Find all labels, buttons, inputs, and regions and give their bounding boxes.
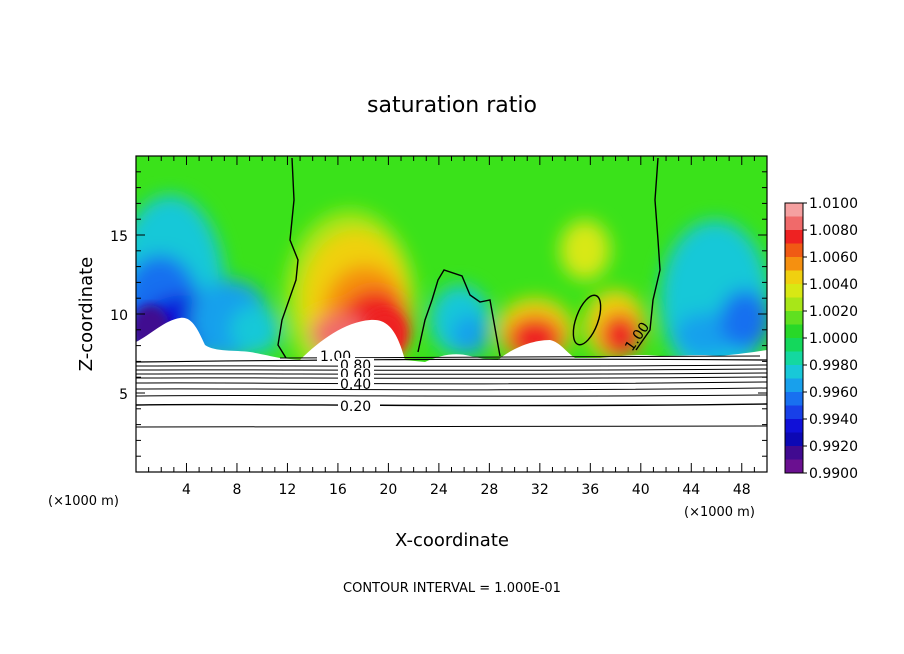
- colorbar-label: 1.0060: [809, 250, 858, 266]
- colorbar-label: 0.9900: [809, 466, 858, 482]
- colorbar-swatch: [785, 338, 803, 352]
- x-tick-label: 12: [279, 482, 297, 498]
- colorbar-swatch: [785, 419, 803, 433]
- x-unit-label-left: (×1000 m): [48, 494, 119, 509]
- x-tick-label: 8: [232, 482, 241, 498]
- colorbar-swatch: [785, 324, 803, 339]
- x-tick-label: 20: [379, 482, 397, 498]
- colorbar-label: 1.0040: [809, 277, 858, 293]
- contour-interval-note: CONTOUR INTERVAL = 1.000E-01: [343, 581, 561, 596]
- colorbar-label: 1.0100: [809, 196, 858, 212]
- colorbar-swatch: [785, 459, 803, 474]
- colorbar-swatch: [785, 230, 803, 244]
- colorbar-swatch: [785, 378, 803, 393]
- colorbar-swatch: [785, 432, 803, 447]
- colorbar-label: 0.9960: [809, 385, 858, 401]
- chart-title: saturation ratio: [367, 93, 537, 118]
- colorbar-label: 0.9980: [809, 358, 858, 374]
- x-tick-label: 4: [182, 482, 191, 498]
- y-tick-label: 10: [110, 308, 128, 324]
- colorbar-label: 1.0020: [809, 304, 858, 320]
- y-axis-label: Z-coordinate: [76, 257, 97, 372]
- colorbar-label: 1.0080: [809, 223, 858, 239]
- x-tick-label: 32: [531, 482, 549, 498]
- colorbar-swatch: [785, 365, 803, 379]
- colorbar-swatch: [785, 257, 803, 271]
- colorbar-swatch: [785, 243, 803, 258]
- x-axis-label: X-coordinate: [395, 530, 509, 551]
- colorbar-swatch: [785, 270, 803, 285]
- colorbar-swatch: [785, 203, 803, 217]
- colorbar-label: 0.9920: [809, 439, 858, 455]
- x-tick-label: 24: [430, 482, 448, 498]
- contour-label: 0.40: [340, 377, 371, 393]
- x-tick-label: 44: [682, 482, 700, 498]
- colorbar: 1.0100 1.0080 1.0060 1.0040 1.0020 1.0000 0.99…: [784, 196, 858, 482]
- colorbar-swatch: [785, 351, 803, 366]
- colorbar-label: 1.0000: [809, 331, 858, 347]
- heatmap-field: [136, 156, 767, 472]
- colorbar-swatch: [785, 446, 803, 460]
- x-tick-label: 16: [329, 482, 347, 498]
- x-tick-label: 36: [581, 482, 599, 498]
- colorbar-swatch: [785, 392, 803, 406]
- y-axis: 5 10 15: [110, 171, 767, 457]
- y-tick-label: 5: [119, 387, 128, 403]
- x-tick-label: 48: [733, 482, 751, 498]
- colorbar-swatch: [785, 297, 803, 312]
- x-tick-label: 40: [632, 482, 650, 498]
- x-tick-label: 28: [480, 482, 498, 498]
- colorbar-swatch: [785, 405, 803, 420]
- y-tick-label: 15: [110, 229, 128, 245]
- colorbar-label: 0.9940: [809, 412, 858, 428]
- x-unit-label-right: (×1000 m): [684, 505, 755, 520]
- contour-label: 0.20: [340, 399, 371, 415]
- colorbar-swatch: [785, 284, 803, 298]
- x-axis: 4 8 12 16 20 24 28 32 36 40 44 48: [148, 156, 755, 498]
- colorbar-swatch: [785, 216, 803, 231]
- colorbar-swatch: [785, 311, 803, 325]
